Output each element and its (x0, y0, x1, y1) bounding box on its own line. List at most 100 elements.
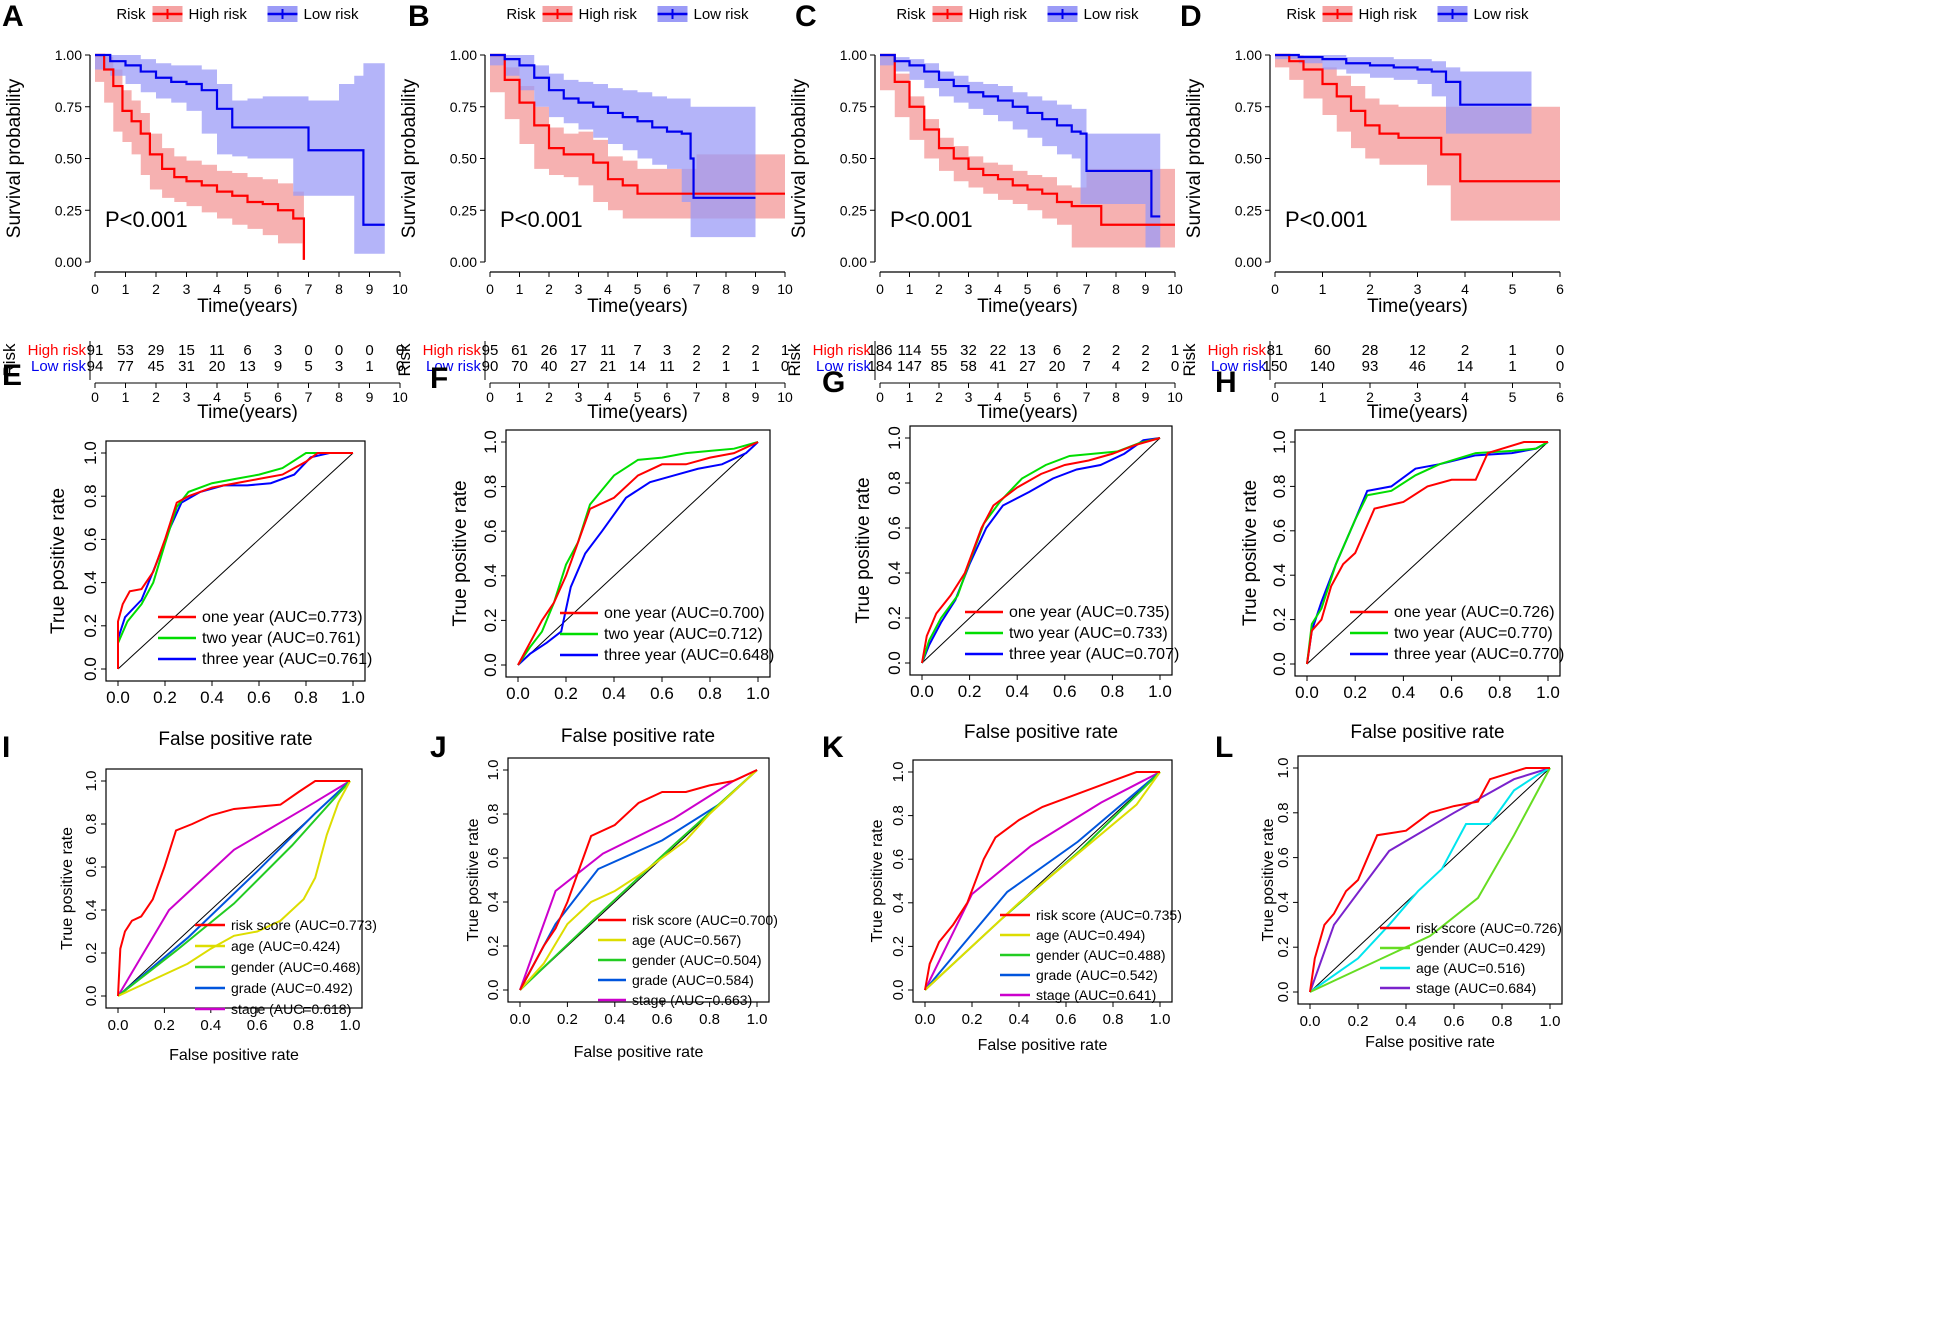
x-tick-label: 0.4 (602, 684, 626, 703)
low-risk-curve (1275, 53, 1532, 106)
risk-table-x-title: Time(years) (977, 402, 1078, 423)
risk-table-tick-label: 2 (935, 389, 943, 405)
legend-label: age (AUC=0.424) (231, 938, 340, 954)
roc-curve (517, 441, 759, 666)
y-tick-label: 0.8 (1270, 475, 1289, 499)
roc-panel-h: 0.0 0.2 0.4 0.6 0.8 1.0 0.0 0.2 0.4 0.6 0.8 1.0 Fals… (1240, 429, 1564, 743)
risk-table-title: Risk (1180, 343, 1199, 377)
x-tick-label: 3 (575, 281, 583, 297)
roc-panel-l: 0.0 0.2 0.4 0.6 0.8 1.0 0.0 0.2 0.4 0.6 0.8 1.0 Fals… (1260, 755, 1563, 1051)
x-tick-label: 4 (994, 281, 1002, 297)
plot-box (505, 429, 771, 678)
roc-curve (1306, 441, 1549, 665)
x-tick-label: 3 (183, 281, 191, 297)
y-tick-label: 0.0 (1270, 652, 1289, 676)
risk-table-row-label: Low risk (1211, 358, 1267, 375)
x-axis-title: False positive rate (1350, 722, 1504, 743)
y-tick-label: 0.0 (885, 651, 904, 675)
x-axis-title: False positive rate (158, 729, 312, 750)
legend-label: Low risk (694, 6, 750, 23)
y-axis-title: True positive rate (59, 827, 76, 950)
risk-table-cell: 41 (990, 358, 1007, 375)
risk-table-cell: 2 (692, 358, 700, 375)
legend-label: gender (AUC=0.429) (1416, 940, 1546, 956)
x-tick-label: 5 (1509, 281, 1517, 297)
roc-curve (1309, 767, 1551, 993)
legend-label: stage (AUC=0.663) (632, 992, 752, 1008)
risk-table-tick-label: 7 (305, 389, 313, 405)
x-tick-label: 2 (1366, 281, 1374, 297)
x-tick-label: 1.0 (1540, 1013, 1561, 1030)
x-axis-title: False positive rate (964, 722, 1118, 743)
x-tick-label: 0.6 (650, 684, 674, 703)
x-tick-label: 6 (1053, 281, 1061, 297)
legend-label: grade (AUC=0.542) (1036, 967, 1158, 983)
high-risk-curve (880, 53, 1175, 226)
x-tick-label: 9 (366, 281, 374, 297)
risk-table-cell: 1 (1508, 358, 1516, 375)
risk-table-tick-label: 8 (1112, 389, 1120, 405)
risk-table-tick-label: 2 (152, 389, 160, 405)
legend-label: risk score (AUC=0.700) (632, 912, 778, 928)
legend-label: age (AUC=0.567) (632, 932, 741, 948)
risk-table-cell: 29 (148, 342, 165, 359)
y-tick-label: 0.00 (55, 254, 82, 270)
risk-table-row-label: High risk (423, 342, 482, 359)
risk-table-tick-label: 0 (91, 389, 99, 405)
km-panel-d: Risk High risk Low risk0.000.250.500.751.0… (1180, 6, 1564, 423)
roc-curve (117, 780, 351, 997)
y-tick-label: 0.2 (1275, 937, 1292, 958)
roc-panel-g: 0.0 0.2 0.4 0.6 0.8 1.0 0.0 0.2 0.4 0.6 0.8 1.0 Fals… (853, 425, 1179, 743)
risk-table-tick-label: 9 (366, 389, 374, 405)
risk-table-cell: 1 (751, 358, 759, 375)
y-tick-label: 0.8 (885, 471, 904, 495)
legend-label: gender (AUC=0.468) (231, 959, 361, 975)
panel-letter-g: G (822, 366, 845, 399)
risk-table-cell: 2 (1141, 342, 1149, 359)
legend-label: one year (AUC=0.726) (1394, 604, 1555, 621)
x-tick-label: 1.0 (1150, 1011, 1171, 1028)
risk-table-tick-label: 5 (1024, 389, 1032, 405)
x-tick-label: 9 (752, 281, 760, 297)
legend-label: High risk (1359, 6, 1418, 23)
risk-table-cell: 2 (1461, 342, 1469, 359)
y-tick-label: 0.0 (890, 980, 907, 1001)
risk-table-cell: 2 (692, 342, 700, 359)
km-panel-b: Risk High risk Low risk0.000.250.500.751.0… (395, 6, 793, 423)
y-tick-label: 0.8 (485, 804, 502, 825)
risk-table-cell: 5 (304, 358, 312, 375)
risk-table-cell: 1 (1171, 342, 1179, 359)
roc-curve (117, 452, 353, 669)
y-tick-label: 0.4 (481, 564, 500, 588)
risk-table-cell: 32 (960, 342, 977, 359)
y-tick-label: 0.4 (83, 900, 100, 921)
roc-curve (117, 780, 351, 997)
y-tick-label: 1.00 (1235, 47, 1262, 63)
legend-label: age (AUC=0.516) (1416, 960, 1525, 976)
y-tick-label: 0.6 (485, 848, 502, 869)
risk-table-cell: 11 (209, 342, 225, 359)
x-tick-label: 0 (91, 281, 99, 297)
y-tick-label: 0.6 (481, 519, 500, 543)
x-tick-label: 3 (965, 281, 973, 297)
x-tick-label: 0.4 (1009, 1011, 1030, 1028)
x-tick-label: 1.0 (747, 1011, 768, 1028)
legend-label: two year (AUC=0.712) (604, 626, 763, 643)
roc-curve (924, 771, 1161, 991)
risk-table-cell: 2 (1082, 342, 1090, 359)
roc-curve (519, 769, 758, 991)
y-tick-label: 1.0 (885, 426, 904, 450)
y-tick-label: 0.75 (55, 99, 82, 115)
risk-table-cell: 147 (897, 358, 922, 375)
x-tick-label: 7 (693, 281, 701, 297)
risk-table-tick-label: 1 (1319, 389, 1327, 405)
y-tick-label: 0.00 (450, 254, 477, 270)
risk-table-tick-label: 0 (876, 389, 884, 405)
panel-letter-k: K (822, 731, 844, 764)
risk-table-tick-label: 4 (604, 389, 612, 405)
roc-curve (517, 441, 759, 666)
high-risk-curve (95, 53, 306, 260)
legend-label: grade (AUC=0.492) (231, 980, 353, 996)
risk-table-cell: 1 (1508, 342, 1516, 359)
p-value: P<0.001 (500, 207, 583, 232)
